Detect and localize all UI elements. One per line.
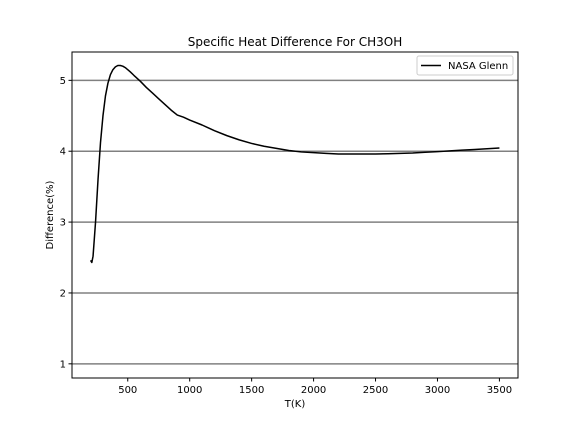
plot-frame <box>71 51 519 379</box>
x-tick-label: 1000 <box>177 385 202 396</box>
x-tick-label: 3500 <box>487 385 512 396</box>
chart-title: Specific Heat Difference For CH3OH <box>188 35 403 49</box>
y-tick-label: 5 <box>60 76 66 87</box>
y-tick-label: 4 <box>60 147 66 158</box>
x-axis: 500 1000 1500 2000 2500 3000 3500 <box>118 378 512 396</box>
x-tick-label: 500 <box>118 385 137 396</box>
x-tick-label: 2500 <box>363 385 388 396</box>
y-tick-label: 3 <box>60 218 66 229</box>
y-tick-label: 2 <box>60 288 66 299</box>
legend: NASA Glenn <box>416 55 514 76</box>
x-tick-label: 1500 <box>239 385 264 396</box>
x-axis-label: T(K) <box>284 399 306 410</box>
y-axis-label: Difference(%) <box>45 180 56 249</box>
legend-box <box>416 55 514 76</box>
x-tick-label: 2000 <box>301 385 326 396</box>
y-tick-label: 1 <box>60 359 66 370</box>
line-layer <box>89 64 500 264</box>
x-tick-label: 3000 <box>425 385 450 396</box>
y-axis: 1 2 3 4 5 <box>60 76 72 370</box>
series-line-nasa-glenn <box>89 64 500 264</box>
legend-label: NASA Glenn <box>448 61 508 72</box>
